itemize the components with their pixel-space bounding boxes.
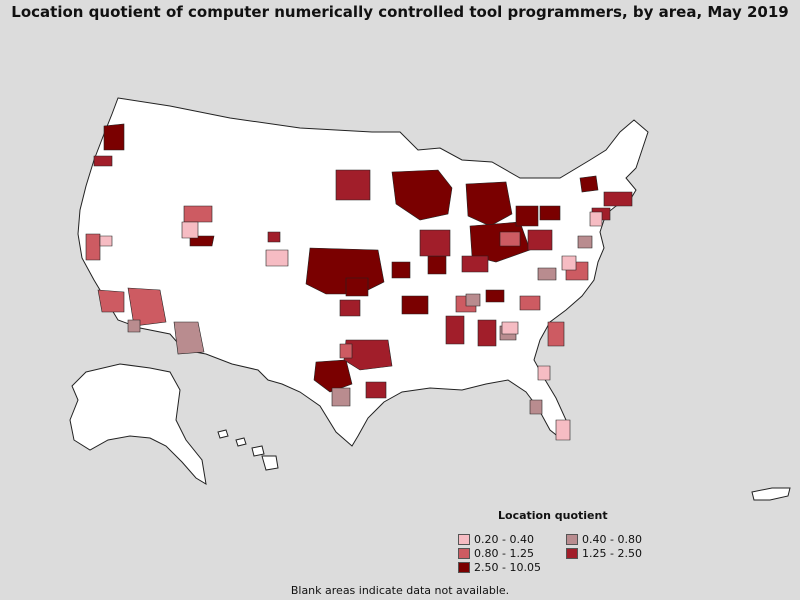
legend-swatch-4 bbox=[458, 561, 470, 573]
alaska bbox=[69, 363, 207, 485]
area-virginia-west bbox=[537, 267, 557, 281]
area-michigan bbox=[465, 181, 513, 227]
area-san-antonio bbox=[331, 387, 351, 407]
area-denver bbox=[265, 249, 289, 267]
legend-item-1: 0.40 - 0.80 bbox=[566, 532, 642, 546]
legend-item-2: 0.80 - 1.25 bbox=[458, 546, 534, 560]
area-wisconsin bbox=[391, 169, 453, 221]
puerto-rico bbox=[751, 487, 791, 501]
area-utah bbox=[189, 235, 215, 247]
legend-swatch-3 bbox=[566, 547, 578, 559]
legend-swatch-0 bbox=[458, 533, 470, 545]
legend-label-0: 0.20 - 0.40 bbox=[474, 532, 534, 546]
area-nc-east bbox=[561, 255, 577, 271]
shaded-areas bbox=[85, 123, 633, 441]
legend-title: Location quotient bbox=[498, 509, 608, 522]
area-waco bbox=[339, 343, 353, 359]
area-san-diego bbox=[127, 319, 141, 333]
area-oklahoma bbox=[345, 277, 369, 297]
area-oregon bbox=[93, 155, 113, 167]
legend-swatch-2 bbox=[458, 547, 470, 559]
area-los-angeles bbox=[97, 289, 125, 313]
area-nc bbox=[519, 295, 541, 311]
area-alabama bbox=[477, 319, 497, 347]
area-salt-lake bbox=[181, 221, 199, 239]
area-ohio-east bbox=[527, 229, 553, 251]
area-florida-east bbox=[537, 365, 551, 381]
area-nj bbox=[589, 211, 603, 227]
legend-label-2: 0.80 - 1.25 bbox=[474, 546, 534, 560]
area-florida-south bbox=[555, 419, 571, 441]
area-minnesota bbox=[335, 169, 371, 201]
legend-swatch-1 bbox=[566, 533, 578, 545]
area-sf-bay bbox=[85, 233, 101, 261]
area-pennsylvania bbox=[515, 205, 539, 227]
area-florida-tampa bbox=[529, 399, 543, 415]
area-nebraska bbox=[267, 231, 281, 243]
area-austin bbox=[365, 381, 387, 399]
area-tucson bbox=[173, 321, 205, 355]
area-maryland bbox=[577, 235, 593, 249]
area-new-york bbox=[539, 205, 561, 221]
legend-item-4: 2.50 - 10.05 bbox=[458, 560, 541, 574]
area-illinois bbox=[419, 229, 451, 257]
area-mississippi bbox=[445, 315, 465, 345]
area-missouri bbox=[427, 255, 447, 275]
area-iowa bbox=[391, 261, 411, 279]
legend-label-3: 1.25 - 2.50 bbox=[582, 546, 642, 560]
legend-label-4: 2.50 - 10.05 bbox=[474, 560, 541, 574]
area-sacramento bbox=[99, 235, 113, 247]
footnote: Blank areas indicate data not available. bbox=[290, 584, 510, 597]
area-kansas bbox=[305, 247, 385, 295]
area-massachusetts bbox=[603, 191, 633, 207]
area-carolinas bbox=[547, 321, 565, 347]
hawaii bbox=[217, 429, 279, 471]
map-title: Location quotient of computer numericall… bbox=[11, 3, 789, 21]
area-indiana bbox=[499, 231, 521, 247]
area-tennessee-west bbox=[465, 293, 481, 307]
legend-item-3: 1.25 - 2.50 bbox=[566, 546, 642, 560]
legend-label-1: 0.40 - 0.80 bbox=[582, 532, 642, 546]
area-idaho bbox=[183, 205, 213, 223]
area-georgia-east bbox=[501, 321, 519, 335]
area-arkansas bbox=[401, 295, 429, 315]
area-north-texas bbox=[339, 299, 361, 317]
area-tennessee bbox=[485, 289, 505, 303]
area-washington bbox=[103, 123, 125, 151]
area-kentucky bbox=[461, 255, 489, 273]
legend-item-0: 0.20 - 0.40 bbox=[458, 532, 534, 546]
area-new-england bbox=[579, 175, 599, 193]
area-phoenix bbox=[127, 287, 167, 327]
